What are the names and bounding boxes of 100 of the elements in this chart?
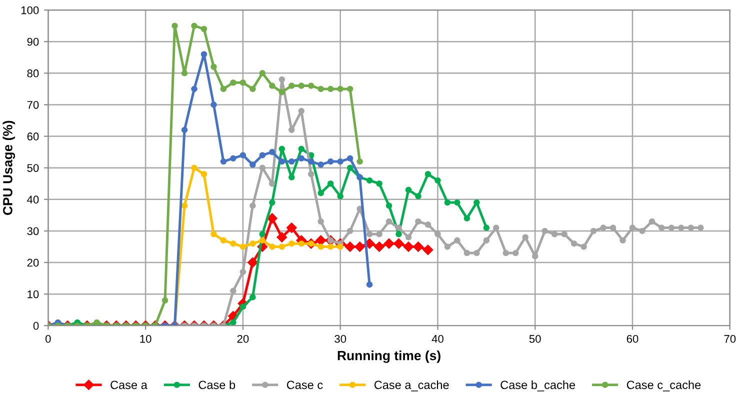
x-tick-label: 10 bbox=[140, 334, 152, 343]
legend-label: Case a_cache bbox=[374, 380, 449, 392]
point bbox=[250, 294, 256, 300]
point bbox=[298, 146, 304, 152]
point bbox=[286, 222, 297, 233]
y-axis-title: CPU Usage (%) bbox=[2, 120, 16, 215]
point bbox=[424, 171, 432, 178]
point bbox=[346, 164, 354, 171]
point bbox=[327, 158, 334, 165]
point bbox=[366, 177, 373, 184]
point bbox=[318, 244, 324, 250]
point bbox=[259, 70, 266, 76]
point bbox=[337, 158, 344, 165]
point bbox=[230, 319, 236, 326]
y-tick-label: 90 bbox=[27, 38, 39, 46]
y-tick-label: 30 bbox=[27, 227, 39, 236]
x-tick-label: 50 bbox=[529, 334, 541, 343]
point bbox=[474, 199, 480, 206]
point bbox=[298, 240, 304, 247]
point bbox=[200, 51, 208, 58]
point bbox=[356, 158, 363, 165]
point bbox=[230, 240, 236, 247]
point bbox=[394, 238, 404, 249]
point bbox=[259, 230, 266, 238]
point bbox=[162, 297, 168, 304]
point bbox=[240, 304, 246, 310]
point bbox=[250, 240, 256, 247]
y-tick-label: 60 bbox=[27, 132, 39, 140]
point bbox=[422, 244, 434, 255]
point bbox=[278, 146, 286, 152]
point bbox=[376, 180, 382, 187]
y-tick-label: 70 bbox=[27, 100, 39, 109]
legend-label: Case b_cache bbox=[500, 380, 576, 392]
point bbox=[308, 82, 314, 89]
point bbox=[191, 22, 198, 29]
point bbox=[278, 158, 286, 165]
point bbox=[200, 171, 208, 178]
point bbox=[454, 199, 460, 206]
point bbox=[220, 158, 227, 165]
y-tick-label: 80 bbox=[27, 69, 39, 78]
point bbox=[230, 80, 236, 86]
point bbox=[181, 70, 188, 76]
y-tick-label: 100 bbox=[21, 6, 39, 14]
legend-label: Case c bbox=[286, 380, 323, 390]
point bbox=[230, 155, 236, 162]
y-tick-label: 10 bbox=[28, 290, 39, 298]
point bbox=[288, 240, 295, 247]
point bbox=[483, 224, 490, 231]
point bbox=[220, 237, 227, 244]
point bbox=[327, 244, 334, 250]
point bbox=[288, 158, 295, 165]
point bbox=[337, 244, 344, 250]
point bbox=[318, 86, 324, 92]
x-tick-label: 0 bbox=[46, 334, 51, 343]
point bbox=[308, 158, 314, 165]
point bbox=[354, 242, 365, 252]
x-tick-label: 70 bbox=[724, 334, 736, 343]
x-axis-title: Running time (s) bbox=[338, 350, 440, 363]
point bbox=[278, 244, 286, 250]
point bbox=[405, 186, 412, 194]
point bbox=[278, 88, 286, 96]
y-tick-label: 0 bbox=[33, 322, 39, 330]
point bbox=[298, 155, 304, 162]
point bbox=[210, 64, 217, 70]
point bbox=[250, 86, 256, 92]
point bbox=[337, 193, 344, 200]
x-tick-label: 30 bbox=[334, 334, 346, 343]
point bbox=[413, 242, 424, 252]
point bbox=[366, 281, 373, 288]
point bbox=[220, 86, 227, 92]
point bbox=[288, 82, 295, 89]
point bbox=[259, 237, 266, 244]
point bbox=[250, 162, 256, 168]
point bbox=[210, 102, 217, 108]
x-tick-label: 20 bbox=[237, 334, 249, 343]
point bbox=[267, 213, 278, 224]
y-tick-label: 50 bbox=[27, 164, 39, 172]
point bbox=[344, 242, 356, 252]
point bbox=[248, 257, 258, 268]
point bbox=[403, 242, 414, 252]
point bbox=[346, 155, 354, 162]
x-tick-label: 60 bbox=[626, 334, 638, 343]
point bbox=[269, 82, 276, 89]
legend-label: Case c_cache bbox=[626, 380, 701, 392]
point bbox=[94, 319, 100, 326]
point bbox=[337, 86, 344, 92]
point bbox=[240, 244, 246, 250]
point bbox=[181, 202, 188, 209]
point bbox=[200, 26, 208, 32]
point bbox=[298, 82, 304, 89]
point bbox=[374, 242, 384, 252]
point bbox=[269, 199, 276, 206]
point bbox=[415, 193, 422, 200]
y-tick-label: 20 bbox=[27, 258, 39, 267]
point bbox=[172, 22, 178, 29]
point bbox=[269, 148, 276, 156]
point bbox=[191, 86, 198, 92]
point bbox=[210, 230, 217, 238]
point bbox=[327, 86, 334, 92]
point bbox=[434, 177, 441, 184]
